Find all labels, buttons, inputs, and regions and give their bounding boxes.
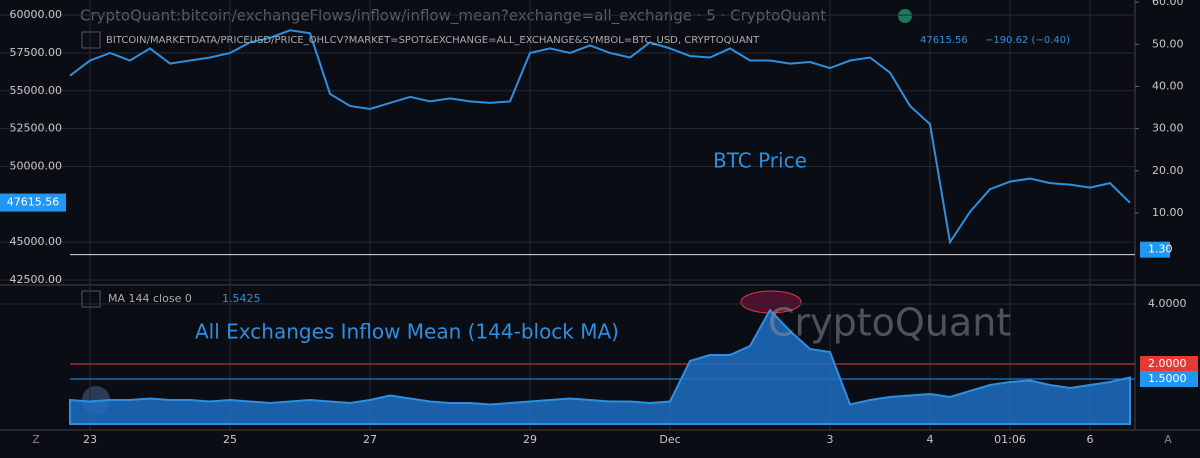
y-tick-label: 57500.00 bbox=[10, 46, 63, 59]
watermark: CryptoQuant bbox=[768, 301, 1011, 345]
y-tick-label: 55000.00 bbox=[10, 84, 63, 97]
last-price-box bbox=[0, 193, 66, 212]
level-label: 2.0000 bbox=[1148, 357, 1187, 370]
x-tick-label: 27 bbox=[363, 433, 377, 446]
x-tick-label: 6 bbox=[1087, 433, 1094, 446]
y2-tick-label: 60.00 bbox=[1152, 0, 1184, 8]
x-tick-label: Dec bbox=[659, 433, 680, 446]
y2-marker-box bbox=[1140, 241, 1170, 258]
auto-scale-button[interactable]: A bbox=[1164, 433, 1172, 446]
y2-tick-label: 40.00 bbox=[1152, 79, 1184, 92]
price-line bbox=[69, 29, 1131, 245]
x-tick-label: 4 bbox=[927, 433, 934, 446]
inflow-area bbox=[69, 308, 1131, 425]
y-tick-label: 45000.00 bbox=[10, 235, 63, 248]
series-legend: BITCOIN/MARKETDATA/PRICEUSD/PRICE_OHLCV?… bbox=[106, 35, 760, 46]
y-tick-label: 60000.00 bbox=[10, 8, 63, 21]
y-tick-label: 42500.00 bbox=[10, 273, 63, 286]
series-legend: MA 144 close 0 bbox=[108, 292, 192, 305]
last-price-label: 47615.56 bbox=[7, 196, 60, 209]
level-label: 1.5000 bbox=[1148, 372, 1187, 385]
level-box bbox=[1140, 371, 1198, 387]
annotation: All Exchanges Inflow Mean (144-block MA) bbox=[195, 320, 619, 344]
x-tick-label: 3 bbox=[827, 433, 834, 446]
legend-change: −190.62 (−0.40) bbox=[985, 35, 1070, 46]
x-tick-label: 01:06 bbox=[994, 433, 1026, 446]
y-tick-label: 52500.00 bbox=[10, 122, 63, 135]
legend-toggle[interactable] bbox=[81, 31, 101, 49]
y-tick-label: 4.0000 bbox=[1148, 297, 1187, 310]
zoom-button[interactable]: Z bbox=[32, 433, 40, 446]
legend-last-value: 1.5425 bbox=[222, 292, 261, 305]
legend-toggle[interactable] bbox=[81, 290, 101, 308]
y2-marker-label: 1.30 bbox=[1148, 243, 1173, 256]
x-tick-label: 29 bbox=[523, 433, 537, 446]
level-box bbox=[1140, 356, 1198, 372]
y2-tick-label: 10.00 bbox=[1152, 206, 1184, 219]
annotation: BTC Price bbox=[713, 149, 807, 173]
y-tick-label: 50000.00 bbox=[10, 159, 63, 172]
y2-tick-label: 20.00 bbox=[1152, 164, 1184, 177]
legend-last-value: 47615.56 bbox=[920, 35, 968, 46]
y2-tick-label: 50.00 bbox=[1152, 37, 1184, 50]
x-tick-label: 23 bbox=[83, 433, 97, 446]
window-title: CryptoQuant:bitcoin/exchangeFlows/inflow… bbox=[80, 7, 826, 26]
y2-tick-label: 30.00 bbox=[1152, 122, 1184, 135]
x-tick-label: 25 bbox=[223, 433, 237, 446]
status-dot bbox=[898, 9, 912, 23]
